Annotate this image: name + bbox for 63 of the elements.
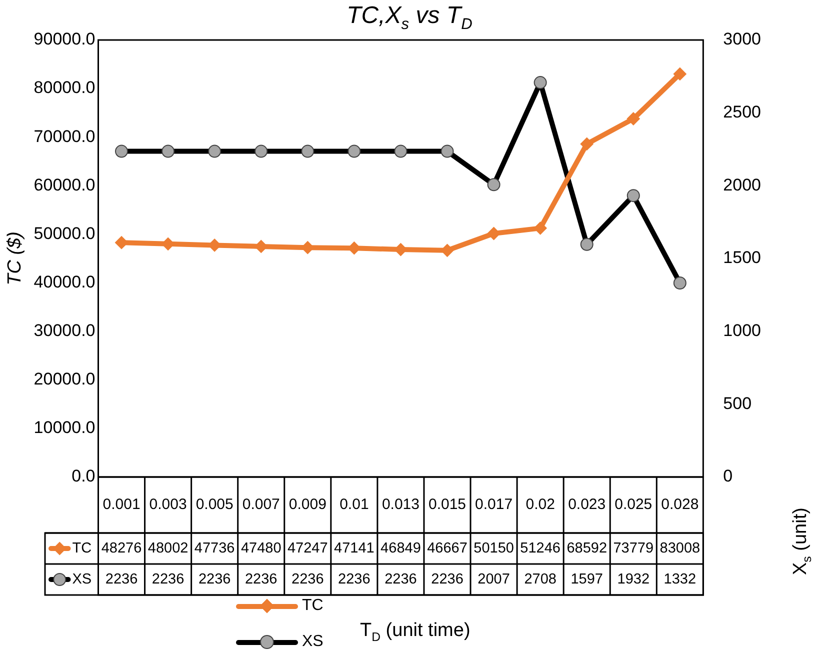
x-tick-label: 0.017 bbox=[475, 496, 513, 514]
y2-tick-label: 0 bbox=[723, 466, 733, 486]
data-label: 1332 bbox=[664, 572, 696, 588]
y-tick-label: 0.0 bbox=[72, 466, 96, 486]
x-tick-label: 0.001 bbox=[102, 496, 140, 514]
data-label: 47480 bbox=[240, 540, 282, 556]
data-label: 47736 bbox=[194, 540, 235, 556]
data-label: 1597 bbox=[570, 572, 603, 588]
text: XS bbox=[302, 633, 324, 650]
data-label: 47141 bbox=[334, 540, 374, 556]
data-label: 46849 bbox=[380, 540, 421, 556]
data-label: 2007 bbox=[478, 572, 510, 588]
y-tick-label: 70000.0 bbox=[34, 126, 96, 146]
data-label: 2236 bbox=[198, 572, 231, 588]
chart-title: TC,X$_{s}$ vs T$_{D}$ bbox=[346, 2, 472, 33]
y2-tick-label: 2000 bbox=[723, 175, 762, 194]
legend-label: XS bbox=[72, 572, 92, 588]
y-tick-label: 40000.0 bbox=[34, 272, 96, 292]
text: TC bbox=[302, 597, 324, 614]
y2-tick-label: 500 bbox=[723, 394, 752, 413]
data-label: 50150 bbox=[474, 540, 514, 556]
data-label: 2236 bbox=[338, 572, 370, 588]
y-tick-label: 30000.0 bbox=[34, 321, 96, 340]
data-label: 2236 bbox=[105, 572, 138, 588]
legend-label: TC bbox=[72, 540, 92, 556]
y-axis-title: TC ($) bbox=[4, 232, 26, 286]
y2-tick-label: 1000 bbox=[723, 321, 762, 340]
x-tick-label: 0.023 bbox=[568, 496, 606, 514]
text: T$_{D}$ (unit time) bbox=[360, 620, 470, 644]
data-label: 48002 bbox=[148, 540, 188, 556]
data-label: 68592 bbox=[566, 540, 608, 556]
y-tick-label: 60000.0 bbox=[34, 175, 96, 194]
data-label: 73779 bbox=[613, 540, 654, 556]
data-label: 2236 bbox=[244, 572, 278, 588]
data-label: 48276 bbox=[101, 540, 142, 556]
x-tick-label: 0.005 bbox=[196, 496, 234, 514]
y-tick-label: 50000.0 bbox=[34, 224, 96, 243]
data-label: 2236 bbox=[431, 572, 464, 588]
data-label: 83008 bbox=[660, 540, 700, 556]
data-label: 46667 bbox=[427, 540, 468, 556]
y-tick-label: 20000.0 bbox=[34, 370, 96, 389]
x-tick-label: 0.025 bbox=[614, 496, 652, 514]
y-tick-label: 80000.0 bbox=[34, 78, 96, 98]
data-label: 51246 bbox=[520, 540, 560, 556]
data-label: 2236 bbox=[152, 572, 184, 588]
x-tick-label: 0.007 bbox=[242, 496, 280, 514]
x-tick-label: 0.003 bbox=[149, 496, 187, 514]
x-tick-label: 0.015 bbox=[428, 496, 466, 514]
y-tick-label: 90000.0 bbox=[34, 30, 96, 49]
data-label: 1932 bbox=[617, 572, 650, 588]
x-tick-label: 0.02 bbox=[526, 496, 555, 514]
y2-tick-label: 1500 bbox=[723, 248, 762, 268]
x-tick-label: 0.028 bbox=[661, 496, 699, 514]
y2-tick-label: 3000 bbox=[723, 30, 762, 49]
x-tick-label: 0.013 bbox=[382, 496, 420, 514]
x-tick-label: 0.01 bbox=[340, 496, 369, 514]
data-label: 2236 bbox=[384, 572, 417, 588]
y2-tick-label: 2500 bbox=[723, 102, 762, 122]
x-tick-label: 0.009 bbox=[288, 496, 326, 514]
data-label: 47247 bbox=[287, 540, 328, 556]
y-tick-label: 10000.0 bbox=[34, 418, 96, 438]
data-label: 2708 bbox=[524, 572, 556, 588]
data-label: 2236 bbox=[292, 572, 324, 588]
